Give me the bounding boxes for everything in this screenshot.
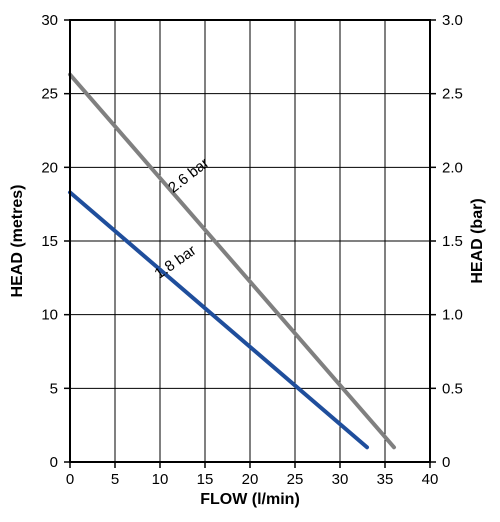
y-right-tick-label: 1.5 (442, 233, 463, 250)
x-axis-label: FLOW (l/min) (200, 491, 300, 508)
x-tick-label: 5 (111, 471, 119, 488)
x-tick-label: 0 (66, 471, 74, 488)
y-left-tick-label: 15 (41, 233, 58, 250)
x-tick-label: 35 (377, 471, 394, 488)
y-left-tick-label: 20 (41, 159, 58, 176)
y-left-tick-label: 30 (41, 12, 58, 29)
y-left-tick-label: 5 (50, 380, 58, 397)
x-tick-label: 10 (152, 471, 169, 488)
x-tick-label: 15 (197, 471, 214, 488)
y-right-axis-label: HEAD (bar) (469, 198, 486, 283)
y-right-tick-label: 1.0 (442, 307, 463, 324)
y-left-tick-label: 10 (41, 307, 58, 324)
y-left-axis-label: HEAD (metres) (9, 185, 26, 298)
y-right-tick-label: 2.5 (442, 86, 463, 103)
x-tick-label: 20 (242, 471, 259, 488)
pump-curve-chart: 051015202530354005101520253000.51.01.52.… (0, 0, 500, 522)
x-tick-label: 30 (332, 471, 349, 488)
y-right-tick-label: 0 (442, 454, 450, 471)
y-right-tick-label: 3.0 (442, 12, 463, 29)
y-right-tick-label: 2.0 (442, 159, 463, 176)
y-right-tick-label: 0.5 (442, 380, 463, 397)
x-tick-label: 40 (422, 471, 439, 488)
x-tick-label: 25 (287, 471, 304, 488)
y-left-tick-label: 0 (50, 454, 58, 471)
y-left-tick-label: 25 (41, 86, 58, 103)
